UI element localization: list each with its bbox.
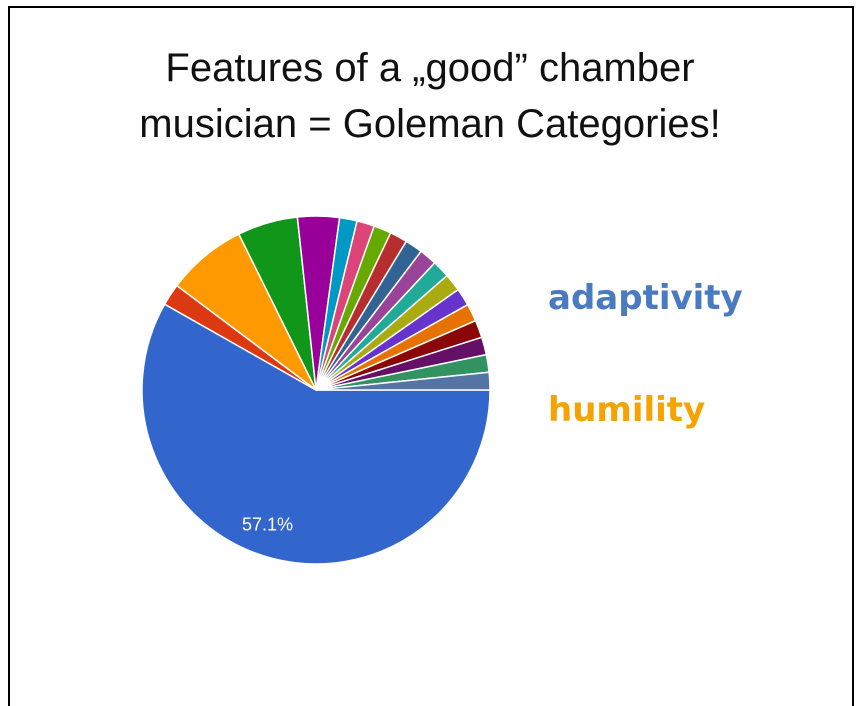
slide-frame <box>8 6 854 706</box>
pie-slice-1 <box>141 303 491 565</box>
chart-title: Features of a „good” chamber musician = … <box>60 40 800 152</box>
chart-title-line-2: musician = Goleman Categories! <box>139 102 721 146</box>
pie-labels: 57.1% <box>242 515 293 535</box>
pie-slices <box>141 215 491 565</box>
pie-chart: 57.1% <box>141 215 491 565</box>
legend-adaptivity: adaptivity <box>548 278 743 318</box>
pie-slice-1-label: 57.1% <box>242 515 293 535</box>
legend-humility: humility <box>548 390 706 430</box>
pie-slice-19 <box>315 371 491 391</box>
chart-title-line-1: Features of a „good” chamber <box>165 46 695 90</box>
